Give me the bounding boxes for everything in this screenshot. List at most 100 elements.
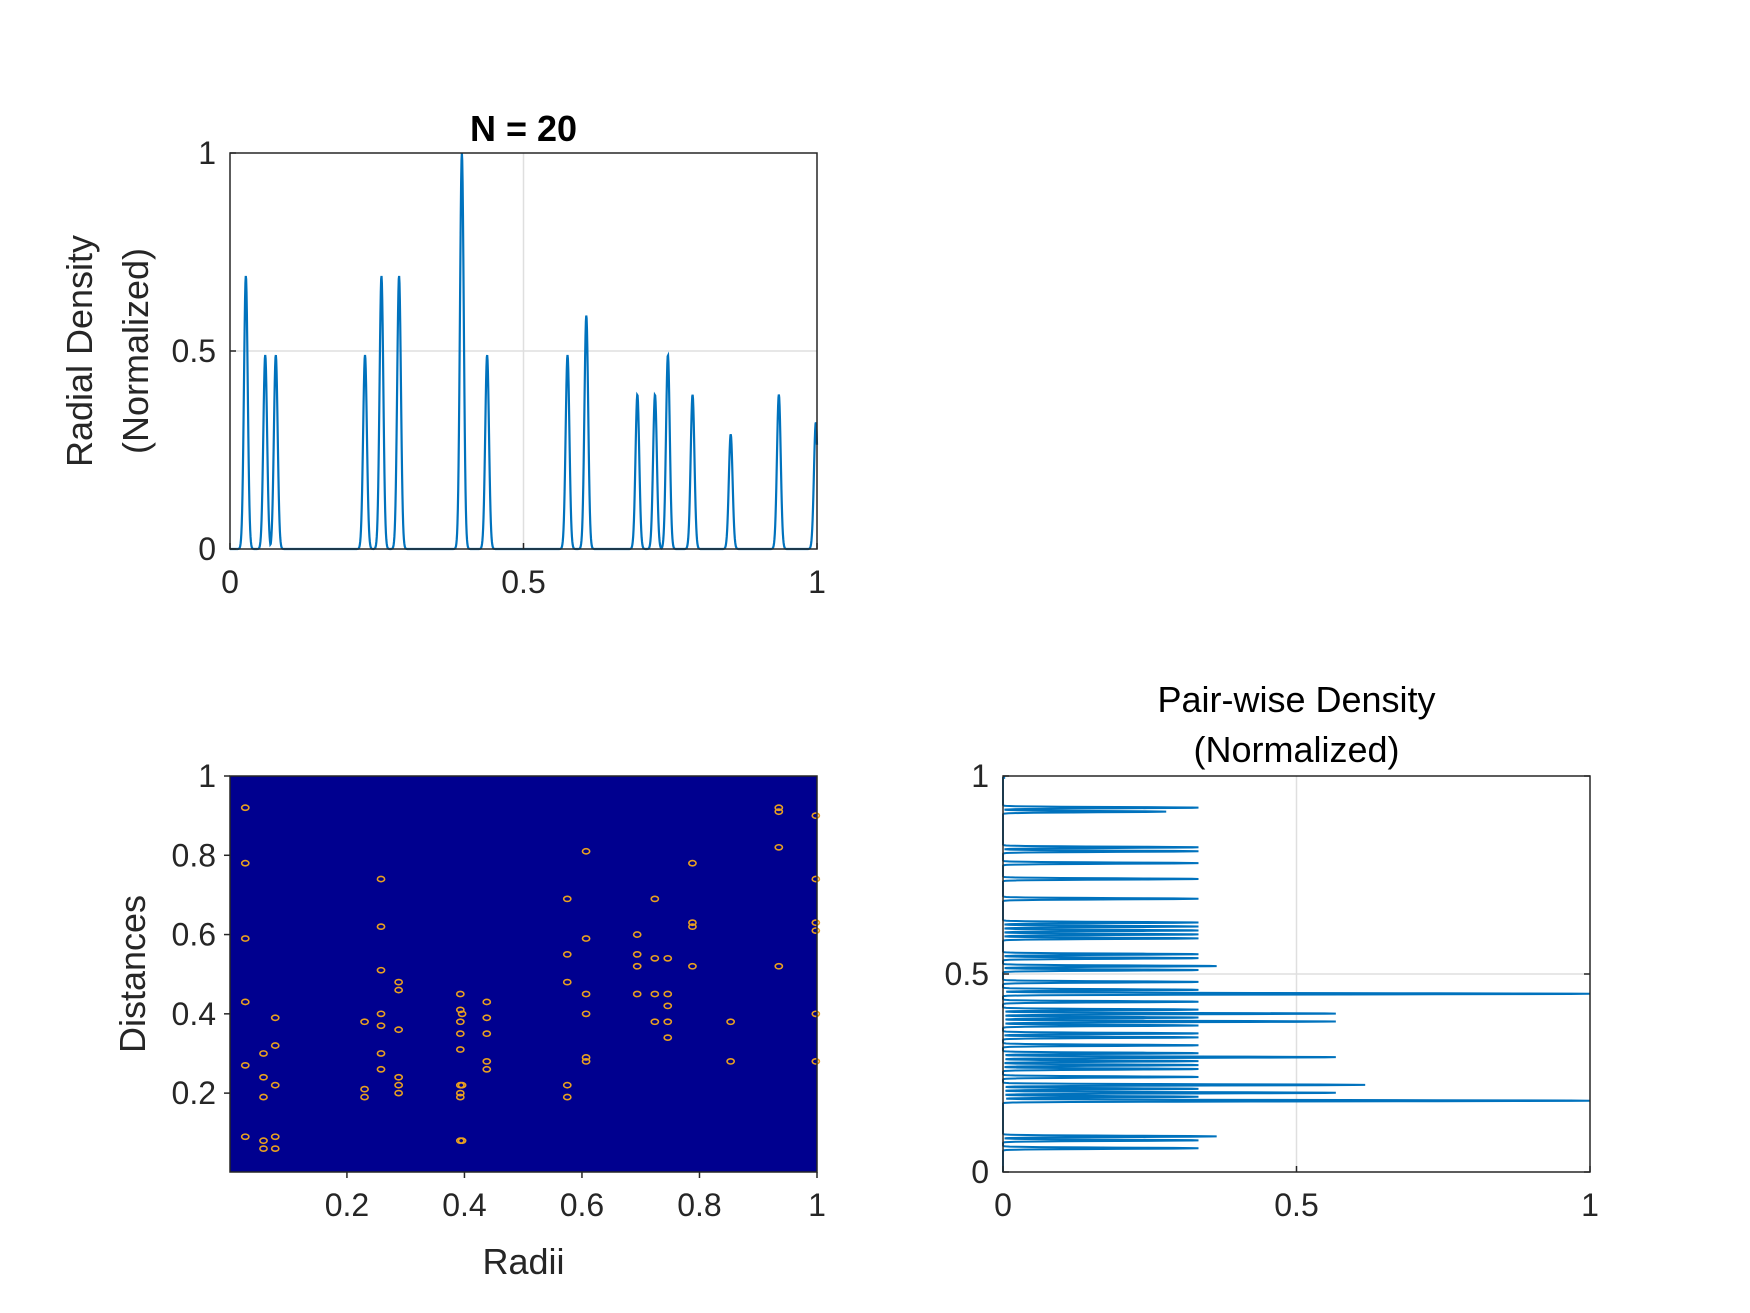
heatmap-cell [688,923,697,931]
heatmap-cell [632,950,642,958]
x-tick-label: 0.6 [560,1187,604,1223]
x-tick-label: 0 [994,1187,1012,1223]
heatmap-cell [455,1046,465,1053]
y-tick-label: 0 [198,531,216,567]
heatmap-cell [726,1018,736,1026]
heatmap-cell [811,927,821,934]
heatmap-cell [632,962,642,970]
heatmap-cell [376,1050,386,1057]
y-tick-label: 1 [198,758,216,794]
heatmap-cell [482,1058,492,1065]
x-tick-label: 0.5 [1274,1187,1318,1223]
y-tick-label: 0.5 [945,956,989,992]
heatmap-cell [457,1010,467,1018]
y-tick-label: 0.4 [172,996,216,1032]
heatmap-cell [632,931,642,938]
x-tick-label: 0.8 [677,1187,721,1223]
heatmap-cell [240,1133,250,1141]
y-tick-label: 0.8 [172,837,216,873]
heatmap-cell [811,875,821,883]
y-axis-label: Radial Density [59,235,100,467]
heatmap-cell [632,990,642,998]
heatmap-cell [811,812,821,820]
heatmap-cell [663,1002,673,1010]
heatmap-cell [663,1018,673,1026]
heatmap-cell [240,804,250,812]
heatmap-cell [394,1026,404,1034]
heatmap-cell [581,1010,591,1018]
heatmap-cell [663,954,673,962]
heatmap-cell [581,990,591,998]
distance-radii-heatmap: 0.2 0.2 0.4 0.4 0.6 0.6 0.8 0.8 1 1 Radii Distances [112,758,826,1282]
heatmap-cell [650,1018,660,1026]
pairwise-density-plot: 00 0.5 0.5 1 1 Pair-wise Density (Normalized) [945,679,1599,1223]
heatmap-cell [774,843,784,851]
heatmap-cell [270,1014,280,1022]
y-tick-label: 0.5 [172,333,216,369]
heatmap-cell [376,966,386,974]
heatmap-cell [270,1145,280,1153]
chart-title: N = 20 [470,108,577,149]
y-tick-label: 0.2 [172,1075,216,1111]
heatmap-cell [360,1085,369,1093]
heatmap-cell [376,923,386,931]
heatmap-cell [562,895,572,903]
heatmap-cell [455,1006,465,1014]
heatmap-cell [581,935,591,942]
x-axis-label: Radii [482,1241,564,1282]
y-axis-label: Distances [112,895,153,1053]
heatmap-cell [482,1030,492,1038]
heatmap-cell [360,1093,369,1101]
y-tick-label: 0 [971,1154,989,1190]
heatmap-cell [240,935,250,942]
heatmap-cell [663,990,673,998]
y-tick-label: 0.6 [172,917,216,953]
heatmap-cell [688,859,697,867]
heatmap-cell [259,1050,268,1057]
heatmap-cell [688,919,697,927]
heatmap-cell [457,1137,467,1145]
y-tick-label: 1 [198,135,216,171]
heatmap-cell [650,895,660,903]
heatmap-cell [688,962,697,970]
heatmap-cell [457,1081,467,1089]
heatmap-cell [394,1081,404,1089]
x-tick-label: 1 [808,564,826,600]
heatmap-cell [562,950,572,958]
x-tick-label: 0 [221,564,239,600]
heatmap-cell [455,990,465,998]
radial-density-plot: 00 0.5 0.5 1 1 N = 20 Radial Density (Normalize… [59,108,826,600]
heatmap-cell [240,998,250,1006]
heatmap-cell [455,1018,465,1026]
heatmap-cell [482,1014,492,1022]
heatmap-cell [581,1058,591,1065]
heatmap-cell [270,1042,280,1049]
heatmap-cell [259,1137,268,1145]
heatmap-cell [376,875,386,883]
chart-subtitle: (Normalized) [1193,729,1399,770]
heatmap-cell [811,1058,821,1065]
heatmap-cell [376,1065,386,1073]
heatmap-cell [811,919,821,927]
heatmap-cell [562,1081,572,1089]
heatmap-cell [774,808,784,816]
heatmap-cell [650,990,660,998]
heatmap-cell [482,998,492,1006]
x-tick-label: 0.5 [501,564,545,600]
heatmap-cell [455,1089,465,1097]
heatmap-cell [455,1093,465,1101]
heatmap-cell [360,1018,369,1026]
heatmap-cell [455,1030,465,1038]
axes-box [229,775,818,1173]
heatmap-cell [376,1010,386,1018]
heatmap-cell [811,1010,821,1018]
heatmap-cell [650,954,660,962]
heatmap-cell [240,1061,250,1069]
heatmap-cell [774,962,784,970]
heatmap-cell [562,978,572,986]
heatmap-cell [259,1073,268,1081]
heatmap-cell [394,1089,404,1097]
y-axis-label: (Normalized) [115,248,156,454]
chart-title: Pair-wise Density [1157,679,1435,720]
heatmap-cell [376,1022,386,1030]
